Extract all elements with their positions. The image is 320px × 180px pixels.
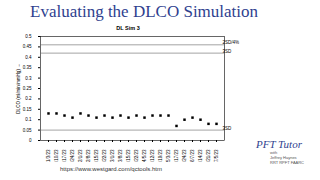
svg-text:1/3/23: 1/3/23 — [46, 149, 51, 162]
svg-text:3/8/23: 3/8/23 — [118, 149, 123, 162]
svg-text:4/19/23: 4/19/23 — [158, 149, 163, 162]
svg-text:3/1/23: 3/1/23 — [110, 149, 115, 162]
svg-text:0.05: 0.05 — [23, 128, 32, 133]
svg-text:3/15/23: 3/15/23 — [126, 149, 131, 162]
svg-text:DLCO (ml/min/mmHg) →: DLCO (ml/min/mmHg) → — [16, 63, 21, 113]
svg-text:4/5/23: 4/5/23 — [142, 149, 147, 162]
svg-text:3SD: 3SD — [223, 126, 233, 131]
html-text:RRT RPFT FAARC: RRT RPFT FAARC — [270, 160, 304, 165]
html-text:Jeffrey Haynes: Jeffrey Haynes — [270, 155, 297, 160]
html-text:Evaluating the DLCO Simulation: Evaluating the DLCO Simulation — [30, 2, 259, 21]
svg-text:1/24/23: 1/24/23 — [70, 149, 75, 162]
svg-text:7/5/23: 7/5/23 — [214, 149, 219, 162]
html-text:https://www.westgard.com/qctoo: https://www.westgard.com/qctools.htm — [60, 166, 162, 172]
svg-text:1/10/23: 1/10/23 — [54, 149, 59, 162]
svg-text:0.1: 0.1 — [25, 117, 32, 122]
svg-text:6/14/23: 6/14/23 — [198, 149, 203, 162]
html-text:with: with — [270, 150, 278, 155]
svg-text:2/1/23: 2/1/23 — [78, 149, 83, 162]
svg-text:3/22/23: 3/22/23 — [134, 149, 139, 162]
svg-text:2/22/23: 2/22/23 — [102, 149, 107, 162]
html-text:DL Sim 3: DL Sim 3 — [116, 25, 140, 31]
svg-text:0.5: 0.5 — [25, 34, 32, 39]
svg-text:0.4: 0.4 — [25, 55, 32, 60]
svg-text:0.3: 0.3 — [25, 76, 32, 81]
svg-text:0.2: 0.2 — [25, 96, 32, 101]
svg-text:0.45: 0.45 — [23, 44, 32, 49]
svg-text:5/3/23: 5/3/23 — [166, 149, 171, 162]
svg-text:0.25: 0.25 — [23, 86, 32, 91]
svg-text:2SD/4%: 2SD/4% — [223, 40, 240, 45]
svg-text:4/12/23: 4/12/23 — [150, 149, 155, 162]
svg-text:0.15: 0.15 — [23, 107, 32, 112]
svg-text:2/8/23: 2/8/23 — [86, 149, 91, 162]
svg-text:2/15/23: 2/15/23 — [94, 149, 99, 162]
svg-text:0.35: 0.35 — [23, 65, 32, 70]
svg-text:5/24/23: 5/24/23 — [182, 149, 187, 162]
svg-text:6/21/23: 6/21/23 — [206, 149, 211, 162]
html-text:PFT Tutor: PFT Tutor — [256, 138, 302, 150]
svg-text:5/17/23: 5/17/23 — [174, 149, 179, 162]
svg-text:3SD: 3SD — [223, 49, 233, 54]
svg-text:1/17/23: 1/17/23 — [62, 149, 67, 162]
svg-text:6/7/23: 6/7/23 — [190, 149, 195, 162]
svg-text:0: 0 — [29, 138, 32, 143]
